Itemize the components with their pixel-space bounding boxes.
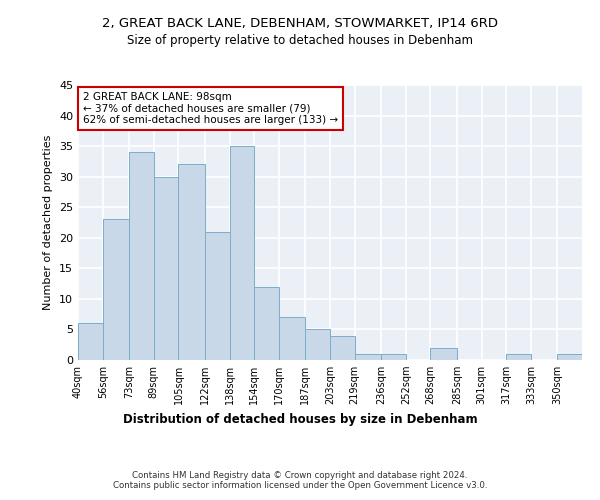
Text: Contains HM Land Registry data © Crown copyright and database right 2024.
Contai: Contains HM Land Registry data © Crown c… [113, 470, 487, 490]
Bar [154, 176, 178, 360]
Bar [506, 354, 531, 360]
Bar [78, 324, 103, 360]
Text: Distribution of detached houses by size in Debenham: Distribution of detached houses by size … [122, 412, 478, 426]
Bar [279, 317, 305, 360]
Bar [230, 146, 254, 360]
Text: Size of property relative to detached houses in Debenham: Size of property relative to detached ho… [127, 34, 473, 47]
Bar [330, 336, 355, 360]
Bar [254, 286, 279, 360]
Bar [305, 330, 330, 360]
Bar [205, 232, 230, 360]
Bar [381, 354, 406, 360]
Text: 2 GREAT BACK LANE: 98sqm
← 37% of detached houses are smaller (79)
62% of semi-d: 2 GREAT BACK LANE: 98sqm ← 37% of detach… [83, 92, 338, 125]
Bar [178, 164, 205, 360]
Bar [129, 152, 154, 360]
Bar [430, 348, 457, 360]
Bar [557, 354, 582, 360]
Text: 2, GREAT BACK LANE, DEBENHAM, STOWMARKET, IP14 6RD: 2, GREAT BACK LANE, DEBENHAM, STOWMARKET… [102, 18, 498, 30]
Bar [103, 220, 129, 360]
Bar [355, 354, 381, 360]
Y-axis label: Number of detached properties: Number of detached properties [43, 135, 53, 310]
